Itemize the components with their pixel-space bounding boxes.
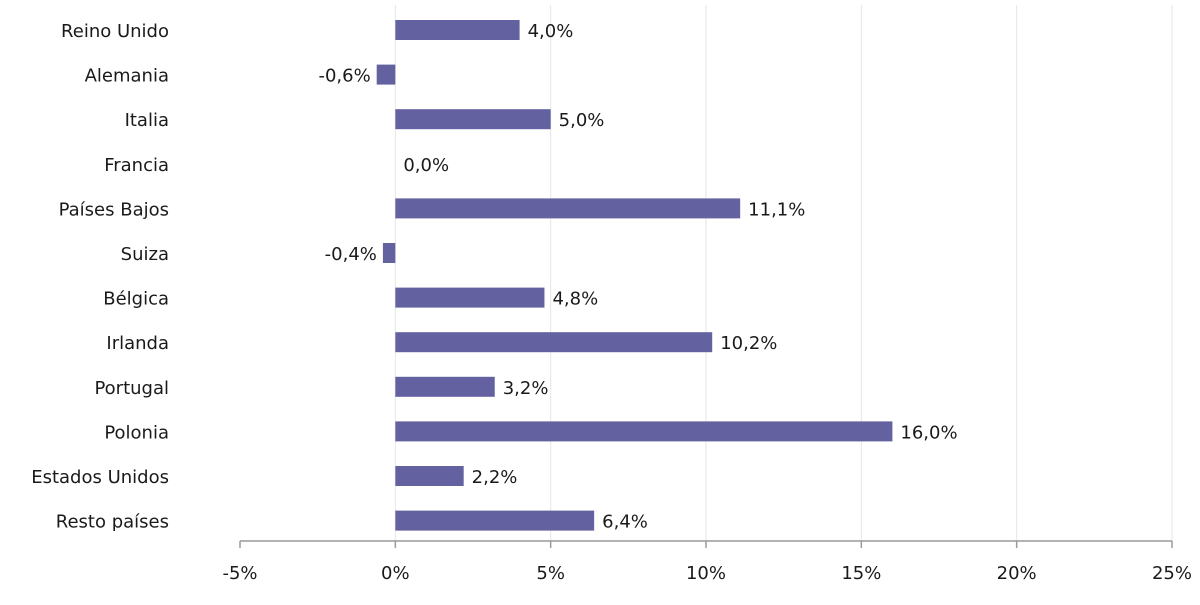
bar: [395, 421, 893, 442]
labels: Reino Unido 4,0% Alemania -0,6% Italia 5,0% Fr…: [31, 21, 957, 533]
x-tick-label: 10%: [686, 563, 726, 584]
category-label: Portugal: [94, 378, 169, 399]
data-label: 16,0%: [900, 422, 957, 443]
bar: [395, 376, 495, 397]
data-label: 2,2%: [472, 467, 518, 488]
bar: [395, 510, 595, 531]
data-label: 11,1%: [748, 199, 805, 220]
bar: [395, 109, 551, 130]
bar: [395, 332, 713, 353]
data-label: 4,0%: [528, 21, 574, 42]
data-label: 6,4%: [602, 512, 648, 533]
x-axis: -5% 0% 5% 10% 15% 20% 25%: [222, 540, 1192, 584]
bar: [395, 198, 741, 219]
bar: [382, 243, 396, 263]
data-label: -0,4%: [325, 244, 377, 265]
data-label: -0,6%: [318, 66, 370, 87]
category-label: Alemania: [85, 66, 169, 87]
category-label: Irlanda: [106, 333, 169, 354]
category-label: Bélgica: [103, 289, 169, 310]
category-label: Polonia: [104, 422, 169, 443]
data-label: 4,8%: [552, 289, 598, 310]
bar: [395, 287, 545, 308]
bar: [376, 64, 396, 85]
category-label: Resto países: [56, 512, 169, 533]
bar: [395, 20, 520, 40]
category-label: Suiza: [121, 244, 169, 265]
x-tick-label: 0%: [381, 563, 410, 584]
data-label: 0,0%: [403, 155, 449, 176]
x-tick-label: -5%: [222, 563, 257, 584]
category-label: Reino Unido: [61, 21, 169, 42]
x-tick-label: 15%: [841, 563, 881, 584]
x-tick-label: 5%: [536, 563, 565, 584]
category-label: Italia: [125, 110, 169, 131]
category-label: Francia: [104, 155, 169, 176]
category-label: Estados Unidos: [31, 467, 169, 488]
x-tick-label: 20%: [997, 563, 1037, 584]
data-label: 10,2%: [720, 333, 777, 354]
data-label: 3,2%: [503, 378, 549, 399]
x-tick-label: 25%: [1152, 563, 1192, 584]
data-label: 5,0%: [559, 110, 605, 131]
category-label: Países Bajos: [59, 199, 169, 220]
gridlines: [394, 5, 1173, 541]
bars: [376, 20, 893, 531]
bar: [395, 466, 464, 486]
